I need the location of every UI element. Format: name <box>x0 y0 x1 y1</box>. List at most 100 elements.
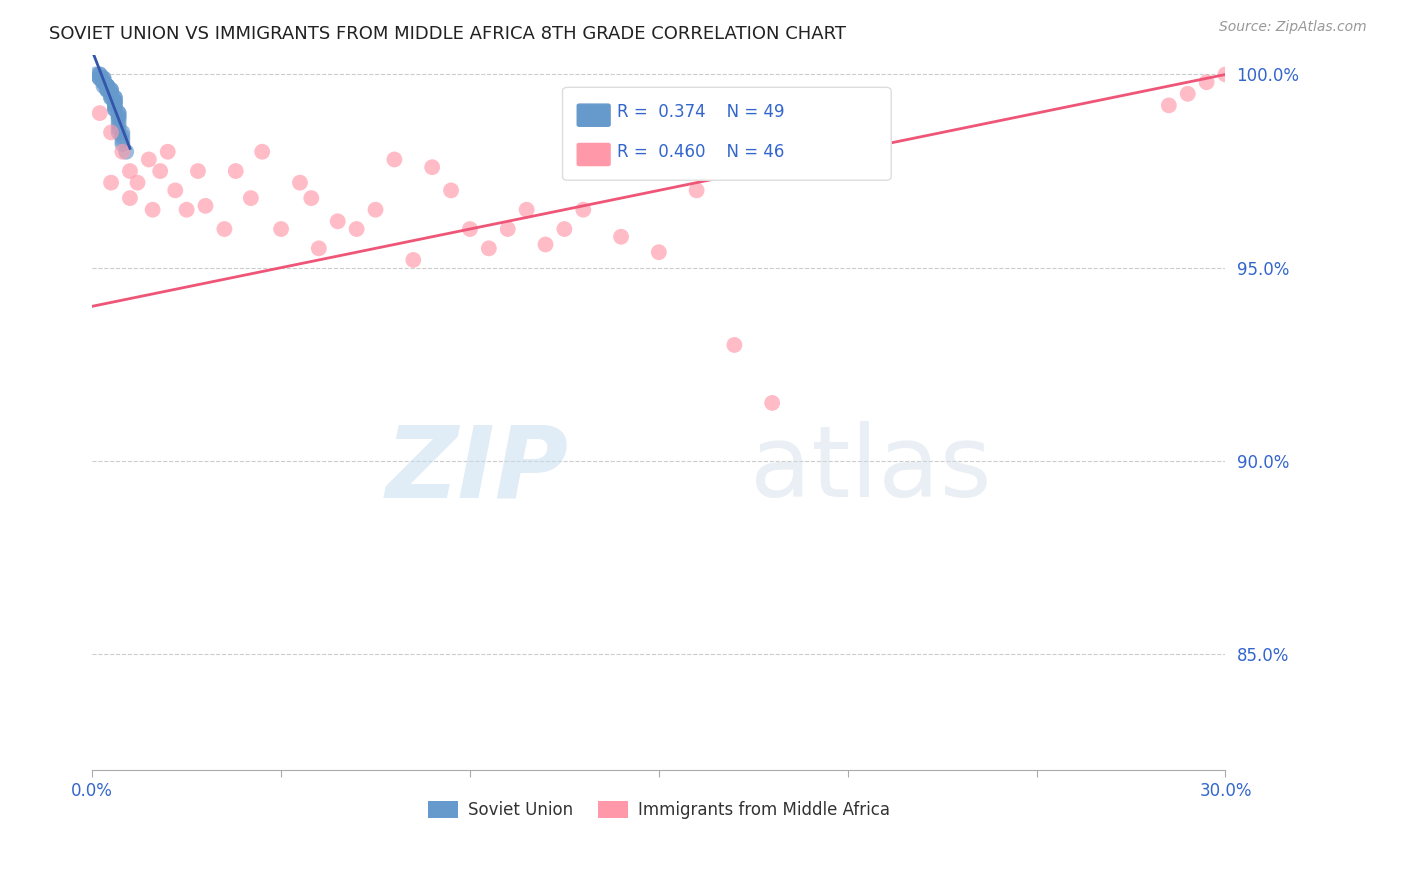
Point <box>225 164 247 178</box>
Point <box>165 183 187 197</box>
Point <box>420 160 443 174</box>
Point <box>100 90 122 104</box>
Text: Source: ZipAtlas.com: Source: ZipAtlas.com <box>1219 20 1367 34</box>
Point <box>93 75 115 89</box>
Point <box>346 222 368 236</box>
Point <box>96 78 118 93</box>
Point <box>288 176 311 190</box>
Point <box>534 237 557 252</box>
Point <box>89 106 111 120</box>
Point <box>107 121 129 136</box>
Point <box>89 71 111 86</box>
Point <box>93 71 115 86</box>
Text: atlas: atlas <box>749 421 991 518</box>
Point <box>107 106 129 120</box>
Point <box>93 71 115 86</box>
Point <box>111 136 134 151</box>
Point <box>93 75 115 89</box>
Point <box>299 191 322 205</box>
Point <box>239 191 262 205</box>
Point <box>96 78 118 93</box>
Point <box>440 183 463 197</box>
Text: R =  0.374    N = 49: R = 0.374 N = 49 <box>617 103 785 121</box>
Point <box>326 214 349 228</box>
Point <box>402 252 425 267</box>
Point <box>308 241 330 255</box>
Point <box>111 133 134 147</box>
Point <box>104 102 127 116</box>
Point <box>89 67 111 81</box>
Point <box>127 176 149 190</box>
Point <box>142 202 165 217</box>
Point <box>104 95 127 109</box>
Point <box>107 110 129 124</box>
Point <box>572 202 595 217</box>
Point <box>194 199 217 213</box>
Point <box>100 87 122 101</box>
Point <box>100 87 122 101</box>
Point <box>100 176 122 190</box>
Point <box>458 222 481 236</box>
Point <box>100 83 122 97</box>
Point <box>364 202 387 217</box>
Point <box>96 83 118 97</box>
Point <box>156 145 179 159</box>
Point <box>115 145 138 159</box>
Legend: Soviet Union, Immigrants from Middle Africa: Soviet Union, Immigrants from Middle Afr… <box>422 795 897 826</box>
Point <box>96 78 118 93</box>
Point <box>100 90 122 104</box>
Point <box>214 222 236 236</box>
Point <box>104 102 127 116</box>
Point <box>96 83 118 97</box>
Point <box>100 83 122 97</box>
Point <box>111 129 134 144</box>
FancyBboxPatch shape <box>578 104 610 127</box>
Point <box>723 338 745 352</box>
Point <box>104 90 127 104</box>
Point <box>478 241 501 255</box>
Point <box>93 75 115 89</box>
Point <box>100 87 122 101</box>
Text: R =  0.460    N = 46: R = 0.460 N = 46 <box>617 143 785 161</box>
Point <box>100 87 122 101</box>
Text: SOVIET UNION VS IMMIGRANTS FROM MIDDLE AFRICA 8TH GRADE CORRELATION CHART: SOVIET UNION VS IMMIGRANTS FROM MIDDLE A… <box>49 25 846 43</box>
Point <box>761 396 783 410</box>
Point <box>138 153 160 167</box>
Point <box>1157 98 1180 112</box>
Point <box>496 222 519 236</box>
Point <box>104 90 127 104</box>
Point <box>610 229 633 244</box>
Point <box>516 202 538 217</box>
Point <box>89 71 111 86</box>
FancyBboxPatch shape <box>578 144 610 166</box>
Point <box>176 202 198 217</box>
Point <box>1215 67 1237 81</box>
Point <box>104 95 127 109</box>
Point <box>96 78 118 93</box>
Point <box>107 118 129 132</box>
Point <box>118 164 141 178</box>
Point <box>648 245 671 260</box>
Point <box>187 164 209 178</box>
Point <box>89 67 111 81</box>
Point <box>270 222 292 236</box>
Point <box>84 67 107 81</box>
Point <box>685 183 707 197</box>
Point <box>384 153 406 167</box>
Point <box>104 98 127 112</box>
Point <box>93 75 115 89</box>
Point <box>111 145 134 159</box>
Point <box>107 113 129 128</box>
Point <box>553 222 575 236</box>
Point <box>104 98 127 112</box>
Point <box>1195 75 1218 89</box>
Point <box>250 145 273 159</box>
Point <box>107 110 129 124</box>
Point <box>149 164 172 178</box>
Point <box>93 78 115 93</box>
Point <box>104 95 127 109</box>
Point <box>100 125 122 139</box>
Point <box>111 125 134 139</box>
Point <box>96 83 118 97</box>
Point <box>118 191 141 205</box>
